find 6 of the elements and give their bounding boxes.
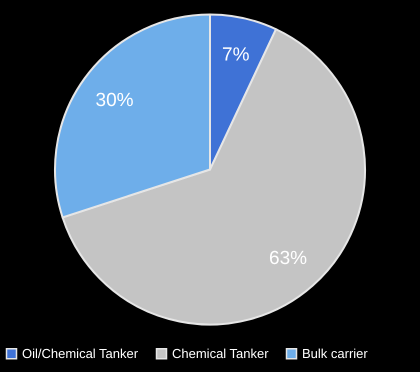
legend-label: Oil/Chemical Tanker bbox=[22, 346, 139, 361]
legend-label: Bulk carrier bbox=[302, 346, 368, 361]
legend-label: Chemical Tanker bbox=[172, 346, 270, 361]
data-label: 7% bbox=[222, 44, 250, 66]
data-label: 30% bbox=[96, 90, 134, 112]
data-label: 63% bbox=[269, 248, 308, 270]
